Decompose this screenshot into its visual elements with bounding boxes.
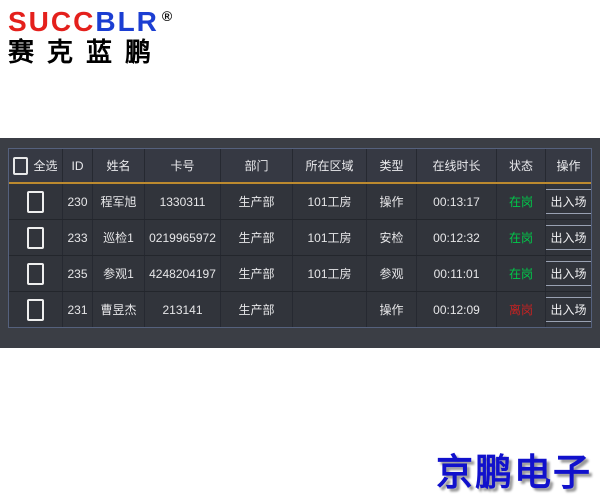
header-department: 部门 [221, 149, 293, 182]
cell-action: 出入场 [546, 256, 591, 291]
cell-action: 出入场 [546, 292, 591, 327]
cell-action: 出入场 [546, 220, 591, 255]
row-select-cell [9, 220, 63, 255]
logo-text-blue: BLR [95, 6, 159, 37]
status-text: 在岗 [508, 195, 533, 209]
table-body: 230 程军旭 1330311 生产部 101工房 操作 00:13:17 在岗… [9, 184, 591, 327]
cell-area: 101工房 [293, 184, 367, 219]
cell-status: 在岗 [497, 184, 546, 219]
cell-card-number: 4248204197 [145, 256, 221, 291]
row-checkbox[interactable] [27, 262, 44, 285]
cell-id: 230 [63, 184, 93, 219]
table-row: 233 巡检1 0219965972 生产部 101工房 安检 00:12:32… [9, 219, 591, 255]
header-id: ID [63, 149, 93, 182]
cell-online-duration: 00:13:17 [417, 184, 497, 219]
row-checkbox[interactable] [27, 190, 44, 213]
company-logo: SUCCBLR ® 赛克蓝鹏 [8, 8, 174, 68]
cell-area: 101工房 [293, 220, 367, 255]
cell-type: 安检 [367, 220, 417, 255]
row-checkbox[interactable] [27, 298, 44, 321]
cell-department: 生产部 [221, 220, 293, 255]
cell-card-number: 213141 [145, 292, 221, 327]
logo-wordmark: SUCCBLR ® [8, 8, 174, 36]
cell-department: 生产部 [221, 256, 293, 291]
entry-exit-button[interactable]: 出入场 [546, 189, 591, 214]
personnel-table: 全选 ID 姓名 卡号 部门 所在区域 类型 在线时长 状态 操作 230 程军 [8, 148, 592, 328]
header-action: 操作 [556, 159, 581, 173]
cell-online-duration: 00:11:01 [417, 256, 497, 291]
status-text: 在岗 [508, 231, 533, 245]
cell-name: 程军旭 [93, 184, 145, 219]
registered-trademark-icon: ® [161, 8, 175, 24]
table-row: 231 曹昱杰 213141 生产部 操作 00:12:09 离岗 出入场 [9, 291, 591, 327]
header-card-number: 卡号 [145, 149, 221, 182]
header-status: 状态 [497, 149, 546, 182]
table-row: 235 参观1 4248204197 生产部 101工房 参观 00:11:01… [9, 255, 591, 291]
status-text: 离岗 [508, 303, 533, 317]
cell-online-duration: 00:12:32 [417, 220, 497, 255]
cell-online-duration: 00:12:09 [417, 292, 497, 327]
cell-card-number: 1330311 [145, 184, 221, 219]
logo-chinese-name: 赛克蓝鹏 [8, 38, 165, 68]
select-all-checkbox[interactable] [13, 156, 29, 175]
cell-name: 曹昱杰 [93, 292, 145, 327]
header-name: 姓名 [93, 149, 145, 182]
row-select-cell [9, 184, 63, 219]
row-select-cell [9, 292, 63, 327]
entry-exit-button[interactable]: 出入场 [546, 225, 591, 250]
cell-department: 生产部 [221, 184, 293, 219]
cell-status: 离岗 [497, 292, 546, 327]
table-band: 全选 ID 姓名 卡号 部门 所在区域 类型 在线时长 状态 操作 230 程军 [0, 138, 600, 348]
cell-type: 参观 [367, 256, 417, 291]
footer-brand: 京鹏电子 [436, 451, 592, 494]
header-area: 所在区域 [293, 149, 367, 182]
cell-card-number: 0219965972 [145, 220, 221, 255]
table-header-row: 全选 ID 姓名 卡号 部门 所在区域 类型 在线时长 状态 操作 [9, 149, 591, 184]
cell-id: 235 [63, 256, 93, 291]
cell-id: 231 [63, 292, 93, 327]
entry-exit-button[interactable]: 出入场 [546, 297, 591, 322]
header-type: 类型 [367, 149, 417, 182]
row-select-cell [9, 256, 63, 291]
cell-department: 生产部 [221, 292, 293, 327]
cell-status: 在岗 [497, 256, 546, 291]
cell-action: 出入场 [546, 184, 591, 219]
cell-type: 操作 [367, 184, 417, 219]
row-checkbox[interactable] [27, 226, 44, 249]
table-row: 230 程军旭 1330311 生产部 101工房 操作 00:13:17 在岗… [9, 184, 591, 219]
header-online-duration: 在线时长 [417, 149, 497, 182]
logo-text-red: SUCC [8, 6, 96, 37]
entry-exit-button[interactable]: 出入场 [546, 261, 591, 286]
cell-id: 233 [63, 220, 93, 255]
cell-type: 操作 [367, 292, 417, 327]
cell-area: 101工房 [293, 256, 367, 291]
header-label-select-all: 全选 [33, 159, 58, 173]
header-select-all: 全选 [9, 149, 63, 182]
cell-name: 巡检1 [93, 220, 145, 255]
status-text: 在岗 [508, 267, 533, 281]
cell-area [293, 292, 367, 327]
cell-name: 参观1 [93, 256, 145, 291]
cell-status: 在岗 [497, 220, 546, 255]
